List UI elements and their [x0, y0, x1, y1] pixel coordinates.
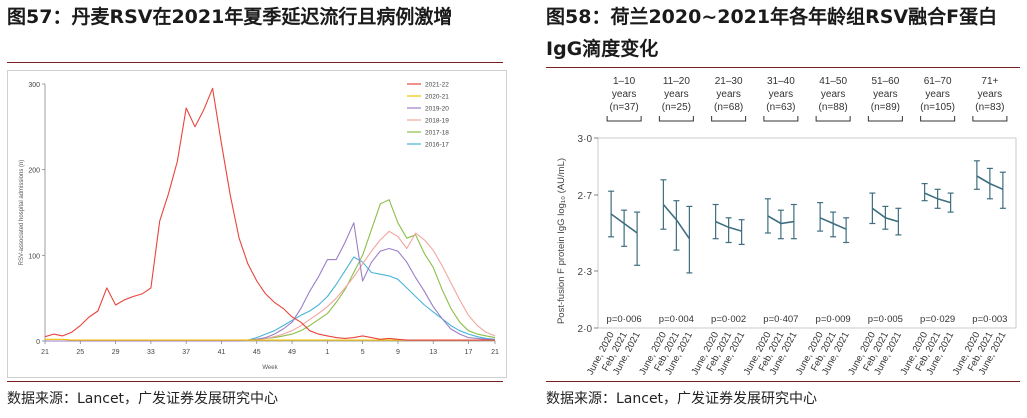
y-tick-label: 3·0 [578, 134, 593, 145]
legend-label-2018-19: 2018-19 [425, 118, 449, 125]
y-tick-label: 100 [28, 253, 40, 260]
legend-label-2017-18: 2017-18 [425, 130, 449, 137]
y-axis-label: RSV-associated hospital admissions (n) [19, 160, 25, 266]
group-years-label: years [873, 89, 897, 100]
group-bracket [815, 116, 851, 122]
group-age-label: 61–70 [924, 76, 952, 87]
group-bracket [711, 116, 747, 122]
y-tick-label: 2·0 [578, 324, 593, 335]
right-source-text: 数据来源：Lancet，广发证券发展研究中心 [546, 391, 818, 407]
group-n-label: (n=37) [610, 102, 639, 113]
y-tick-label: 0 [36, 339, 40, 346]
group-age-label: 71+ [981, 76, 998, 87]
group-n-label: (n=68) [714, 102, 743, 113]
x-tick-label: 49 [288, 349, 296, 356]
group-years-label: years [769, 89, 793, 100]
left-title-rule [7, 62, 503, 63]
y-tick-label: 300 [28, 82, 40, 89]
right-figure-title-line1: 图58：荷兰2020~2021年各年龄组RSV融合F蛋白 [546, 6, 998, 28]
group-n-label: (n=88) [819, 102, 848, 113]
right-figure-title-line2: IgG滴度变化 [546, 38, 659, 60]
group-bracket [763, 116, 799, 122]
group-p-value: p=0·009 [816, 314, 851, 325]
y-tick-label: 200 [28, 168, 40, 175]
group-n-label: (n=63) [766, 102, 795, 113]
group-p-value: p=0·407 [763, 314, 798, 325]
x-tick-label: 25 [76, 349, 84, 356]
right-title-rule [546, 67, 1020, 68]
group-p-value: p=0·006 [607, 314, 642, 325]
group-bracket [867, 116, 903, 122]
legend-label-2020-21: 2020-21 [425, 94, 449, 101]
x-tick-label: 9 [396, 349, 400, 356]
mean-line [767, 215, 794, 225]
group-age-label: 41–50 [819, 76, 847, 87]
x-tick-label: 33 [147, 349, 155, 356]
mean-line [976, 175, 1004, 191]
left-source-text: 数据来源：Lancet，广发证券发展研究中心 [7, 391, 279, 407]
group-p-value: p=0·003 [972, 314, 1007, 325]
y-tick-label: 2·3 [578, 267, 593, 278]
mean-line [871, 207, 899, 223]
right-source-rule [546, 381, 1020, 382]
mean-line [610, 213, 638, 234]
mean-line [924, 192, 951, 204]
x-tick-label: 17 [465, 349, 473, 356]
group-years-label: years [978, 89, 1002, 100]
group-years-label: years [664, 89, 688, 100]
group-bracket [972, 116, 1008, 122]
x-tick-label: 13 [429, 349, 437, 356]
group-n-label: (n=25) [662, 102, 691, 113]
group-bracket [658, 116, 694, 122]
group-age-label: 21–30 [715, 76, 743, 87]
group-age-label: 31–40 [767, 76, 795, 87]
chart-frame [7, 70, 507, 378]
x-tick-label: 37 [182, 349, 190, 356]
group-p-value: p=0·002 [711, 314, 746, 325]
x-tick-label: 45 [253, 349, 261, 356]
legend-label-2021-22: 2021-22 [425, 82, 449, 89]
series-line-2019-20 [45, 222, 496, 342]
mean-line [819, 217, 847, 230]
mean-line [662, 203, 691, 240]
series-line-2017-18 [45, 199, 496, 342]
x-tick-label: 29 [112, 349, 120, 356]
rsv-admissions-line-chart: 0 100 200 300 RSV-associated hospital admiss… [7, 70, 507, 378]
group-bracket [920, 116, 956, 122]
series-line-2021-22 [44, 87, 495, 341]
x-tick-label: 41 [218, 349, 226, 356]
series-line-2018-19 [45, 230, 496, 342]
left-source-rule [7, 381, 503, 382]
x-tick-label: 5 [361, 349, 365, 356]
x-axis-label: Week [262, 365, 278, 371]
group-years-label: years [821, 89, 845, 100]
group-n-label: (n=83) [975, 102, 1004, 113]
igg-titre-errorbar-chart: 2·0 2·3 2·7 3·0 Post-fusion F protein IgG lo… [556, 76, 1017, 377]
mean-line [715, 220, 742, 232]
group-age-label: 51–60 [871, 76, 899, 87]
group-bracket [606, 116, 642, 122]
group-p-value: p=0·005 [868, 314, 903, 325]
group-years-label: years [716, 89, 740, 100]
x-tick-label: 21 [491, 349, 499, 356]
group-years-label: years [925, 89, 949, 100]
y-axis-label: Post-fusion F protein IgG log₁₀ (AU/mL) [556, 158, 567, 324]
group-age-label: 1–10 [613, 76, 636, 87]
left-figure-title: 图57：丹麦RSV在2021年夏季延迟流行且病例激增 [7, 6, 453, 28]
group-age-label: 11–20 [663, 76, 691, 87]
legend-label-2019-20: 2019-20 [425, 106, 449, 113]
y-tick-label: 2·7 [578, 191, 593, 202]
group-n-label: (n=89) [871, 102, 900, 113]
legend-label-2016-17: 2016-17 [425, 142, 449, 149]
x-tick-label: 21 [41, 349, 49, 356]
group-p-value: p=0·029 [920, 314, 955, 325]
plot-frame [597, 137, 1017, 329]
x-tick-label: 1 [325, 349, 329, 356]
group-p-value: p=0·004 [659, 314, 694, 325]
group-years-label: years [612, 89, 636, 100]
group-n-label: (n=105) [920, 102, 955, 113]
